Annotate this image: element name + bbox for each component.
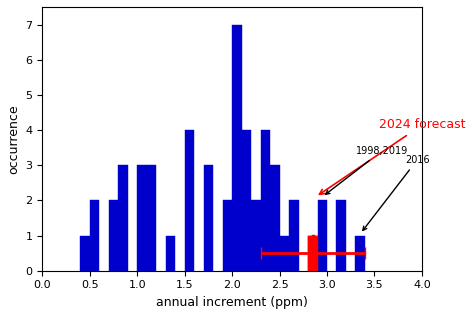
- Text: 2016: 2016: [363, 155, 429, 230]
- Bar: [109, 200, 118, 271]
- Bar: [223, 200, 232, 271]
- Bar: [185, 130, 194, 271]
- Bar: [242, 130, 251, 271]
- Bar: [318, 200, 327, 271]
- Bar: [166, 236, 175, 271]
- Bar: [270, 165, 280, 271]
- Bar: [90, 200, 99, 271]
- Bar: [356, 236, 365, 271]
- Bar: [232, 25, 242, 271]
- Bar: [337, 200, 346, 271]
- Bar: [251, 200, 261, 271]
- Bar: [147, 165, 156, 271]
- Bar: [204, 165, 213, 271]
- Bar: [289, 200, 299, 271]
- Text: 1998,2019: 1998,2019: [326, 146, 408, 194]
- Bar: [80, 236, 90, 271]
- Bar: [308, 236, 318, 271]
- Bar: [280, 236, 289, 271]
- Y-axis label: occurrence: occurrence: [7, 104, 20, 174]
- X-axis label: annual increment (ppm): annual increment (ppm): [156, 296, 308, 309]
- Bar: [261, 130, 270, 271]
- Bar: [308, 236, 318, 271]
- Text: 2024 forecast: 2024 forecast: [319, 118, 465, 194]
- Bar: [118, 165, 128, 271]
- Bar: [137, 165, 147, 271]
